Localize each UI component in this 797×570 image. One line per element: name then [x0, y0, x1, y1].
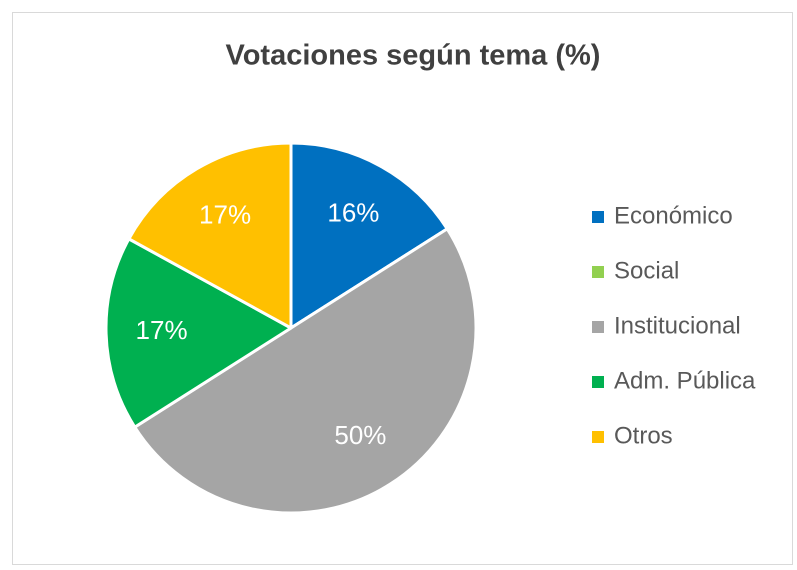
- legend-label: Institucional: [614, 312, 741, 339]
- legend-swatch: [592, 431, 604, 443]
- legend-swatch: [592, 376, 604, 388]
- legend-label: Social: [614, 257, 679, 284]
- pie-slice: [127, 141, 293, 330]
- legend-label: Adm. Pública: [614, 367, 756, 394]
- data-label: 16%: [327, 197, 379, 227]
- legend-swatch: [592, 266, 604, 278]
- legend-label: Económico: [614, 202, 733, 229]
- pie-slice: [104, 237, 293, 429]
- legend-label: Otros: [614, 422, 673, 449]
- data-label: 17%: [136, 315, 188, 345]
- chart-title: Votaciones según tema (%): [226, 40, 601, 72]
- pie-slice: [133, 227, 478, 515]
- legend-swatch: [592, 211, 604, 223]
- legend-swatch: [592, 321, 604, 333]
- pie-slice: [289, 141, 449, 330]
- data-label: 50%: [334, 420, 386, 450]
- data-label: 17%: [199, 199, 251, 229]
